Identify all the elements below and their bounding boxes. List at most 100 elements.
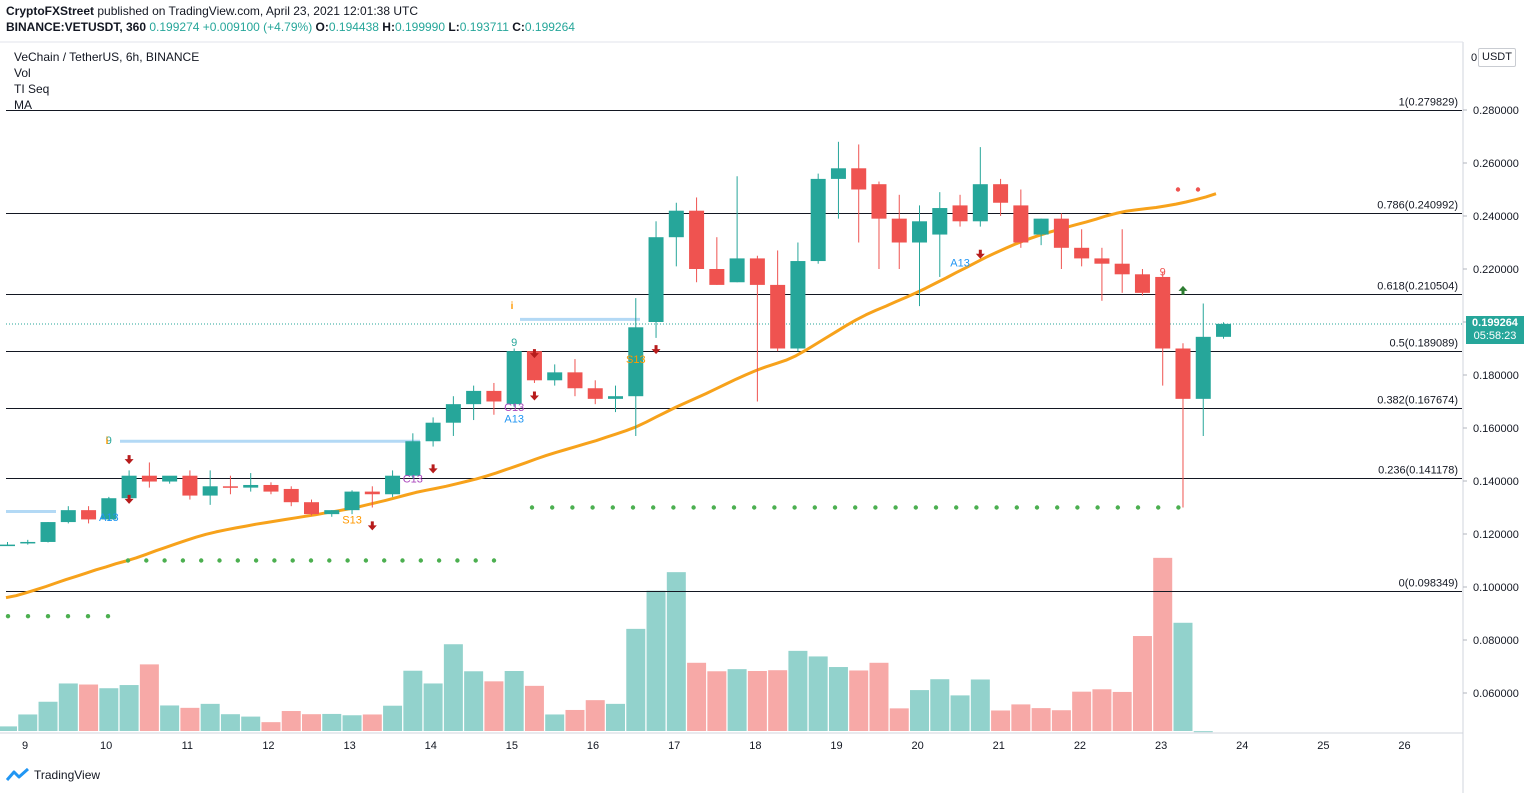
bar-countdown: 05:58:23: [1473, 330, 1517, 342]
candle-body: [81, 510, 97, 520]
fib-label: 0.5(0.189089): [1390, 338, 1459, 350]
candle: [141, 462, 157, 488]
candle: [182, 470, 198, 500]
seq-dot: [235, 558, 240, 563]
x-tick-label: 19: [830, 740, 842, 752]
volume-bar: [241, 716, 261, 731]
currency-button[interactable]: USDT: [1478, 48, 1516, 67]
symbol-line: BINANCE:VETUSDT, 360: [6, 20, 147, 34]
x-tick-label: 11: [182, 740, 193, 752]
volume-bar: [1153, 557, 1173, 731]
volume-bar: [869, 662, 889, 731]
candle-body: [1074, 247, 1090, 259]
y-tick-label: 0.080000: [1473, 635, 1519, 647]
fib-label: 0.786(0.240992): [1377, 200, 1458, 212]
seq-dot: [529, 505, 535, 510]
seq-label: C13: [504, 402, 524, 414]
seq-dot: [1014, 505, 1019, 510]
candle-body: [344, 491, 360, 511]
candle: [952, 194, 968, 227]
candle-body: [324, 510, 340, 515]
candle-body: [121, 475, 137, 499]
x-tick-label: 26: [1398, 740, 1410, 752]
low-value: 0.193711: [459, 20, 509, 34]
fibonacci-levels: 1(0.279829) 0.786(0.240992) 0.618(0.210504…: [6, 97, 1462, 592]
fib-label: 0.382(0.167674): [1377, 395, 1458, 407]
volume-bar: [322, 713, 342, 731]
x-tick-label: 14: [425, 740, 437, 752]
seq-dot: [5, 613, 11, 619]
volume-bar: [18, 714, 38, 731]
candle-body: [1195, 336, 1211, 399]
candle-body: [486, 390, 502, 402]
candle: [790, 242, 806, 352]
y-tick-label: 0.160000: [1473, 423, 1519, 435]
volume-bar: [200, 703, 220, 731]
candle-body: [729, 258, 745, 283]
volume-bar: [666, 572, 686, 731]
y-tick-label: 0.260000: [1473, 158, 1519, 170]
arrow-down-icon: [529, 391, 539, 401]
candle: [1114, 229, 1130, 293]
seq-dot: [345, 558, 350, 563]
publisher[interactable]: CryptoFXStreet: [6, 4, 95, 18]
candle: [628, 298, 644, 436]
legend-ma[interactable]: MA: [14, 98, 32, 112]
seq-dot: [1135, 505, 1141, 510]
fib-label: 1(0.279829): [1399, 97, 1458, 109]
arrow-up-icon: [1178, 285, 1188, 295]
seq-dot: [1195, 187, 1201, 192]
seq-dot: [162, 558, 167, 563]
seq-dot: [45, 613, 51, 619]
candle: [60, 506, 76, 524]
legend-ti-seq[interactable]: TI Seq: [14, 82, 50, 96]
candle-body: [547, 372, 563, 381]
seq-label: 9: [1160, 267, 1166, 279]
seq-dot: [731, 505, 737, 510]
x-tick-label: 13: [343, 740, 355, 752]
candle-body: [1033, 218, 1049, 235]
candle: [466, 385, 482, 421]
seq-dot: [893, 505, 898, 510]
legend-title[interactable]: VeChain / TetherUS, 6h, BINANCE: [14, 50, 200, 64]
y-tick-label: 0.120000: [1473, 529, 1519, 541]
x-tick-label: 24: [1236, 740, 1248, 752]
candle: [932, 192, 948, 277]
seq-dot: [144, 558, 149, 563]
candle-body: [668, 210, 684, 238]
seq-label: S13: [626, 354, 646, 366]
ohlc-line: BINANCE:VETUSDT, 360 0.199274 +0.009100 …: [6, 20, 575, 34]
candle: [1094, 247, 1110, 301]
candle: [364, 486, 380, 508]
seq-dot: [253, 558, 259, 563]
candle: [324, 510, 340, 517]
legend-vol[interactable]: Vol: [14, 66, 31, 80]
volume-bar: [1092, 689, 1112, 731]
candle: [81, 506, 97, 524]
y-tick-label: 0.060000: [1473, 688, 1519, 700]
footer-brand[interactable]: TradingView: [6, 768, 100, 782]
volume-bar: [220, 714, 240, 731]
candle: [304, 499, 320, 516]
candle: [344, 490, 360, 515]
arrow-down-icon: [529, 349, 539, 359]
volume-bar: [1193, 731, 1213, 733]
volume-bar: [930, 679, 950, 731]
candle-body: [952, 205, 968, 222]
tradingview-logo-icon: [6, 768, 29, 781]
candle-body: [932, 208, 948, 235]
candle-body: [912, 221, 928, 243]
seq-dot: [873, 505, 878, 510]
candle-body: [1134, 274, 1150, 293]
seq-dot: [382, 558, 387, 563]
last-price: 0.199274: [149, 20, 200, 34]
volume-bar: [0, 726, 17, 731]
seq-dot: [1055, 505, 1060, 510]
candle-body: [810, 178, 826, 262]
candle: [891, 194, 907, 269]
volume-bar: [1051, 710, 1071, 731]
volume-bar: [828, 667, 848, 731]
x-tick-label: 20: [912, 740, 924, 752]
published-text: published on TradingView.com, April 23, …: [97, 4, 419, 18]
